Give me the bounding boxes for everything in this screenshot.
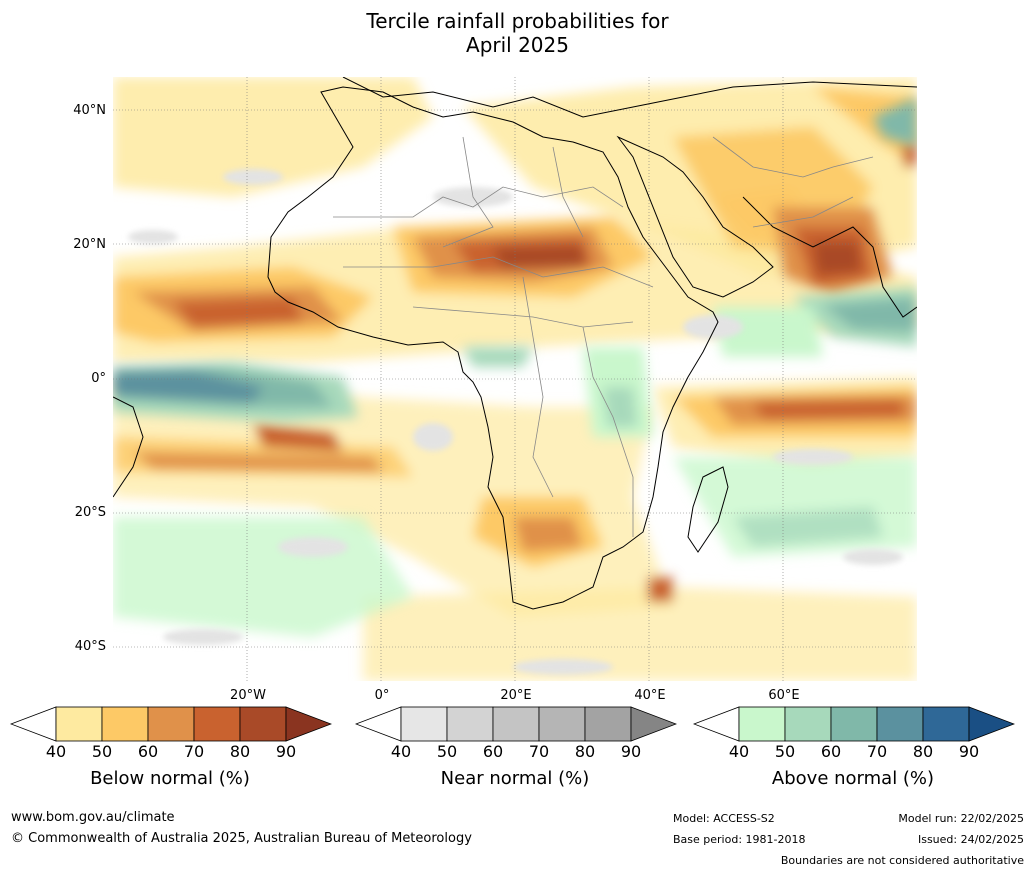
tick: 90	[620, 742, 642, 761]
map-title: Tercile rainfall probabilities for April…	[0, 9, 1035, 57]
colorbar-segment	[922, 706, 970, 742]
colorbar-segment	[239, 706, 287, 742]
tick: 70	[183, 742, 205, 761]
coastlines	[113, 77, 917, 610]
colorbar-segment	[830, 706, 878, 742]
graticule	[113, 77, 917, 681]
colorbar-over-triangle	[630, 706, 677, 742]
colorbar-segment	[584, 706, 632, 742]
colorbar-segment	[876, 706, 924, 742]
tick: 80	[229, 742, 251, 761]
country-borders	[333, 136, 874, 537]
lon-label-20w: 20°W	[230, 688, 266, 703]
tick: 60	[137, 742, 159, 761]
tick: 50	[774, 742, 796, 761]
colorbar-above-normal	[693, 706, 1015, 742]
tick: 60	[482, 742, 504, 761]
legend-title-below: Below normal (%)	[90, 768, 250, 789]
colorbar-segment	[538, 706, 586, 742]
colorbar-segment	[400, 706, 448, 742]
colorbar-segment	[147, 706, 195, 742]
lon-label-20e: 20°E	[500, 688, 532, 703]
tick: 40	[45, 742, 67, 761]
colorbar-near-normal	[355, 706, 677, 742]
tick: 50	[91, 742, 113, 761]
legend-title-near: Near normal (%)	[440, 768, 590, 789]
colorbar-under-triangle	[10, 706, 57, 742]
title-line-2: April 2025	[466, 33, 569, 57]
lon-label-0: 0°	[374, 688, 390, 703]
footer-disclaimer: Boundaries are not considered authoritat…	[780, 854, 1024, 867]
colorbar-over-triangle	[968, 706, 1015, 742]
footer-model: Model: ACCESS-S2	[673, 812, 775, 825]
colorbar-over-triangle	[285, 706, 332, 742]
tick: 40	[728, 742, 750, 761]
colorbar-under-triangle	[693, 706, 740, 742]
lat-label-40n: 40°N	[73, 103, 106, 118]
footer-copyright: © Commonwealth of Australia 2025, Austra…	[11, 831, 472, 846]
lon-label-60e: 60°E	[768, 688, 800, 703]
below-normal-field	[113, 77, 917, 681]
colorbar-segment	[446, 706, 494, 742]
colorbar-segment	[193, 706, 241, 742]
tick: 50	[436, 742, 458, 761]
tick: 40	[390, 742, 412, 761]
tick: 90	[275, 742, 297, 761]
colorbar-segment	[784, 706, 832, 742]
lat-label-20s: 20°S	[74, 505, 106, 520]
colorbar-segment	[55, 706, 103, 742]
colorbar-segment	[738, 706, 786, 742]
tick: 80	[912, 742, 934, 761]
rainfall-probability-map	[113, 77, 917, 681]
colorbar-below-normal	[10, 706, 332, 742]
title-line-1: Tercile rainfall probabilities for	[366, 9, 669, 33]
footer-issued: Issued: 24/02/2025	[917, 833, 1024, 846]
tick: 80	[574, 742, 596, 761]
legend-title-above: Above normal (%)	[771, 768, 935, 789]
footer-model-run: Model run: 22/02/2025	[898, 812, 1024, 825]
lat-label-40s: 40°S	[74, 639, 106, 654]
tick: 70	[866, 742, 888, 761]
lon-label-40e: 40°E	[634, 688, 666, 703]
footer-url: www.bom.gov.au/climate	[11, 810, 175, 825]
colorbar-under-triangle	[355, 706, 402, 742]
footer-base-period: Base period: 1981-2018	[673, 833, 806, 846]
tick: 70	[528, 742, 550, 761]
colorbar-segment	[101, 706, 149, 742]
lat-label-20n: 20°N	[73, 237, 106, 252]
tick: 60	[820, 742, 842, 761]
tick: 90	[958, 742, 980, 761]
lat-label-0: 0°	[91, 371, 106, 386]
colorbar-segment	[492, 706, 540, 742]
